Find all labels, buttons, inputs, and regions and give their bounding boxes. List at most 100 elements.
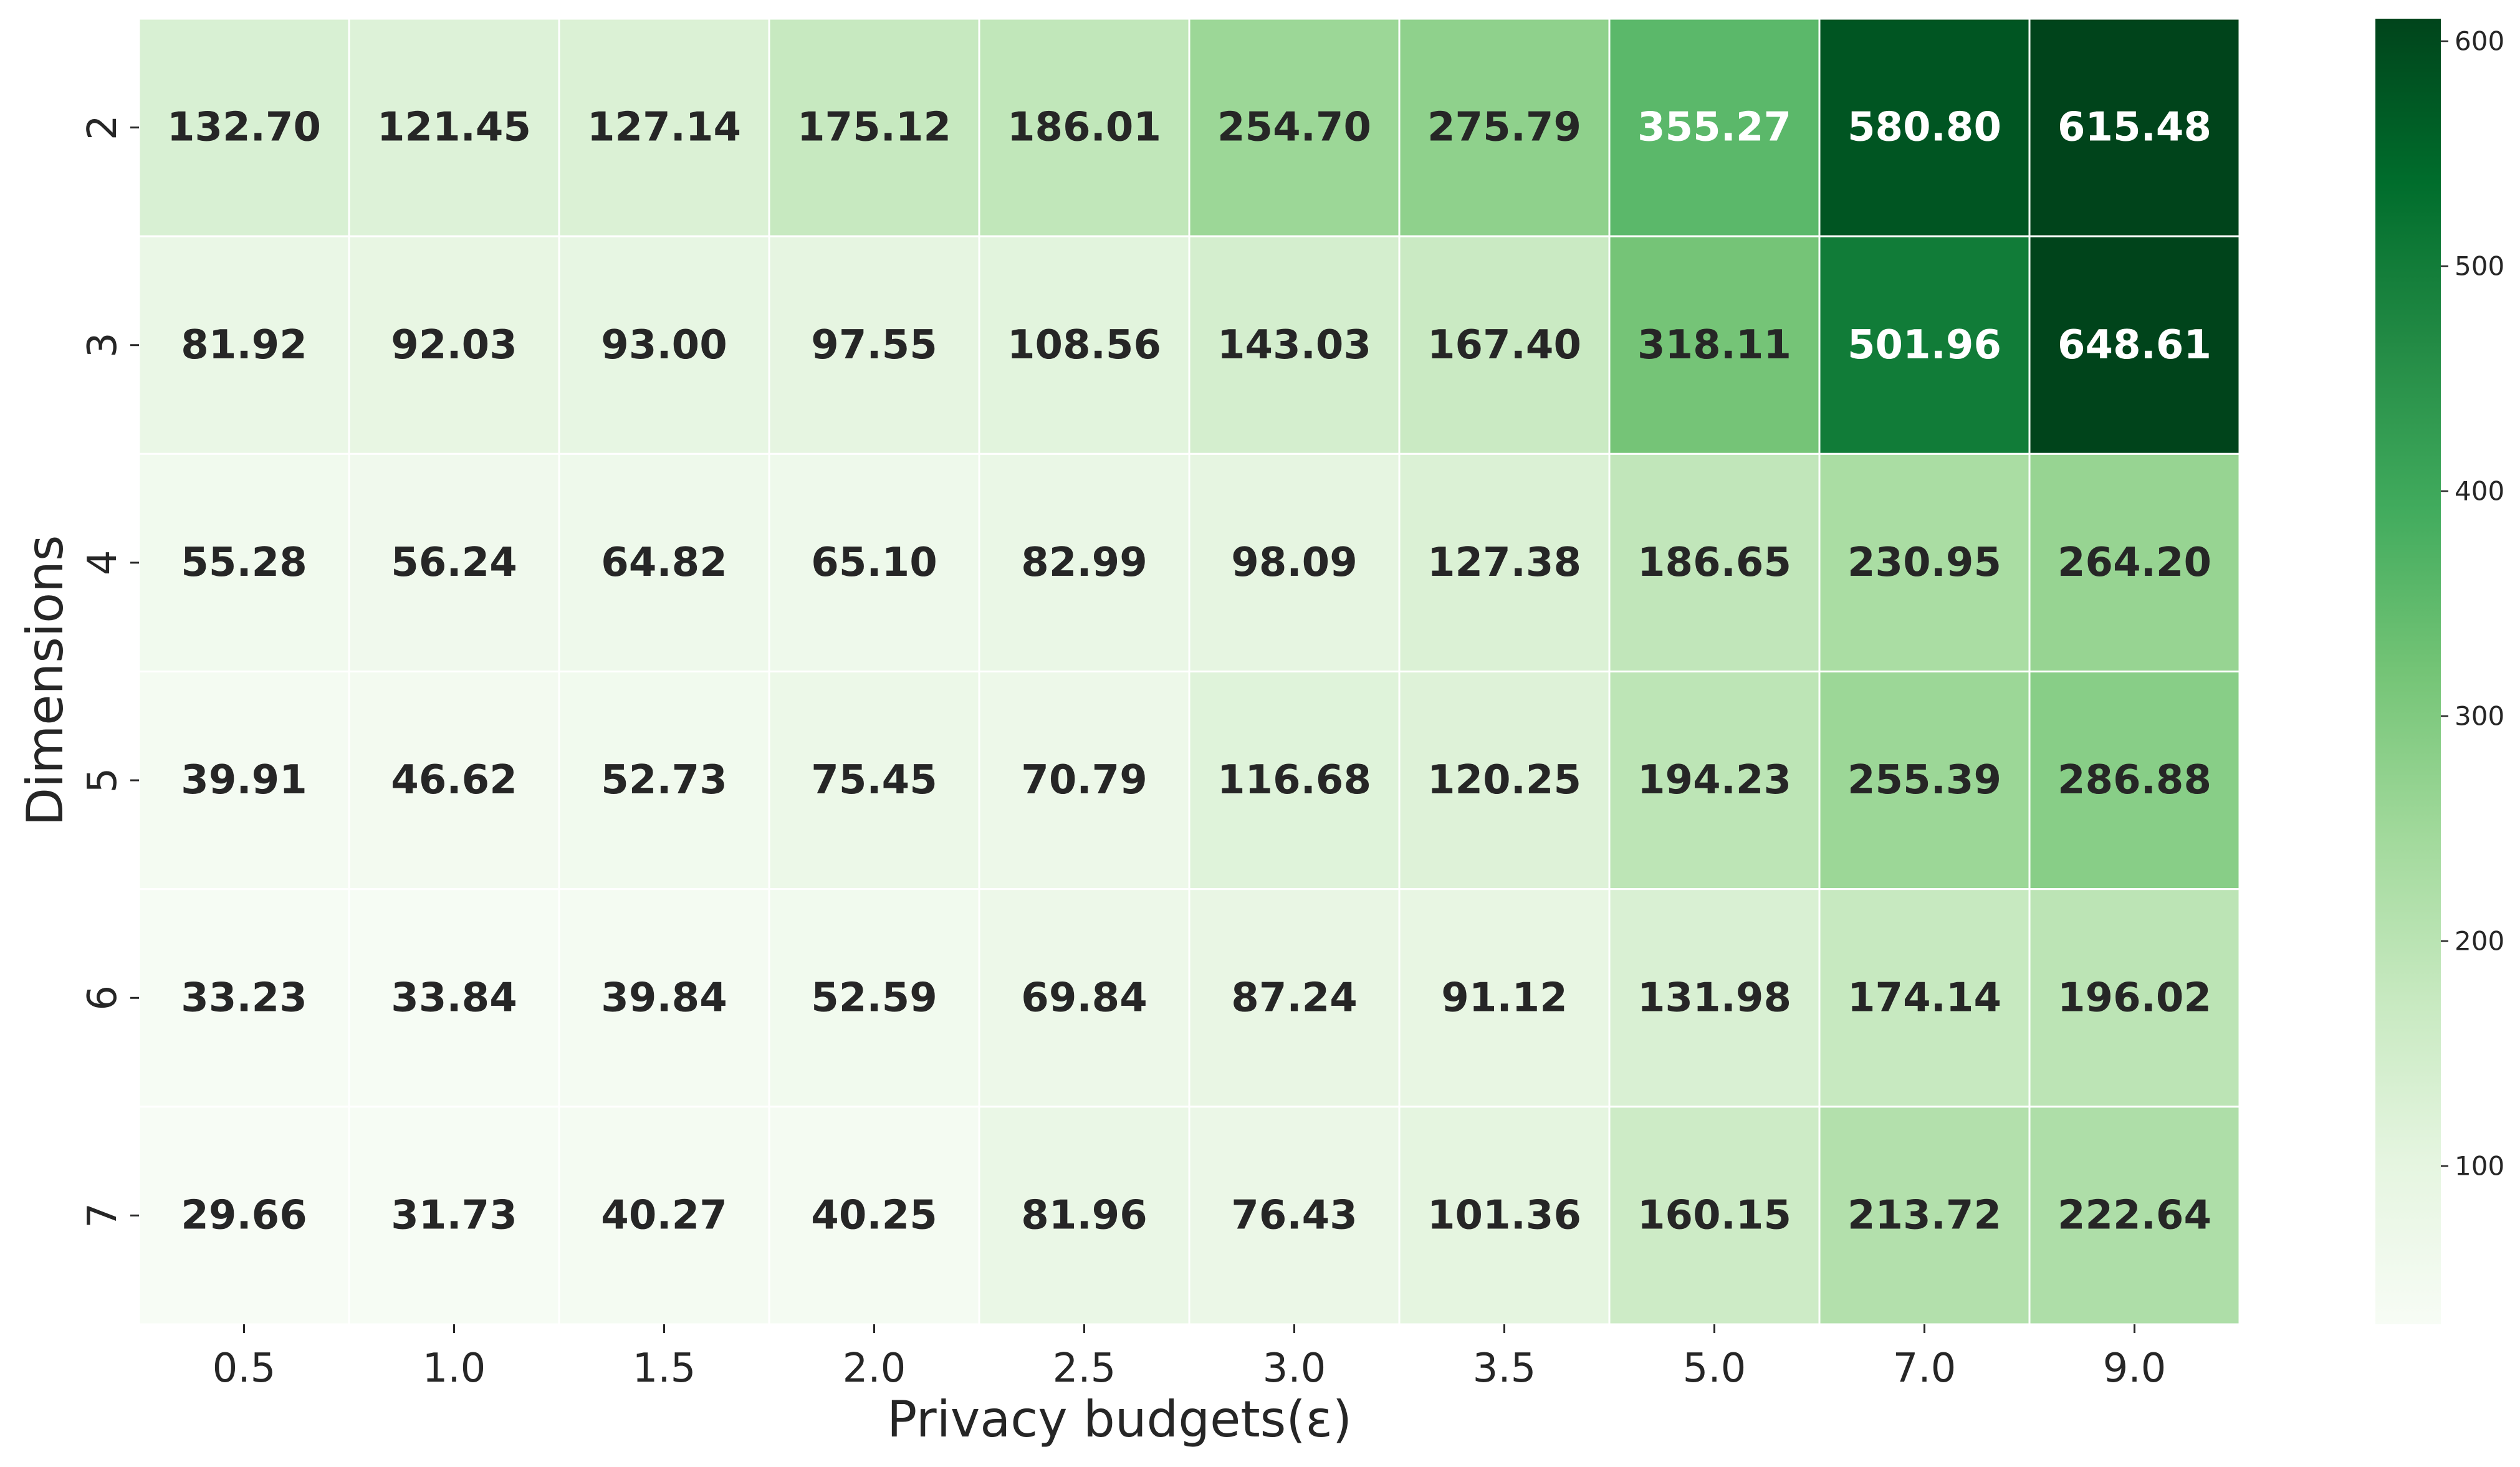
cell-value-label: 186.65	[1637, 540, 1791, 586]
cell-value-label: 81.92	[181, 322, 307, 368]
colorbar-ticks: 100 200 300 400 500 600	[2441, 26, 2504, 1182]
heatmap-cell	[1818, 1106, 2031, 1326]
cell-value-label: 121.45	[377, 105, 531, 151]
cell-value-label: 174.14	[1847, 975, 2001, 1021]
heatmap-cell	[1608, 235, 1821, 455]
heatmap-cell	[558, 888, 770, 1108]
heatmap-cell	[1188, 888, 1401, 1108]
x-tick-label: 1.5	[633, 1345, 696, 1392]
cell-value-label: 230.95	[1847, 540, 2001, 586]
cell-value-label: 93.00	[601, 322, 727, 368]
heatmap-cell	[1398, 235, 1611, 455]
cell-value-label: 31.73	[391, 1192, 517, 1238]
x-tick-label: 2.5	[1053, 1345, 1116, 1392]
heatmap-cell	[978, 235, 1191, 455]
heatmap-cell	[1398, 452, 1611, 672]
cell-value-label: 120.25	[1427, 757, 1581, 803]
heatmap-cell	[1188, 17, 1401, 237]
x-axis-label: Privacy budgets(ε)	[887, 1390, 1352, 1448]
cell-value-label: 39.91	[181, 757, 307, 803]
heatmap-cell	[978, 452, 1191, 672]
cell-value-label: 69.84	[1021, 975, 1147, 1021]
cell-value-label: 92.03	[391, 322, 517, 368]
cell-value-label: 143.03	[1217, 322, 1371, 368]
cell-value-label: 160.15	[1637, 1192, 1791, 1238]
colorbar: 100 200 300 400 500 600	[2375, 19, 2504, 1324]
heatmap-cell	[1188, 1106, 1401, 1326]
heatmap-cell	[348, 888, 560, 1108]
heatmap-cell	[978, 1106, 1191, 1326]
cell-value-label: 127.38	[1427, 540, 1581, 586]
cell-value-label: 286.88	[2058, 757, 2211, 803]
cell-value-label: 275.79	[1427, 105, 1581, 151]
heatmap-cells: 132.70 121.45 127.14 175.12 186.01 254.70 275.…	[138, 17, 2241, 1326]
cell-value-label: 213.72	[1847, 1192, 2001, 1238]
colorbar-gradient	[2375, 19, 2441, 1324]
heatmap-cell	[978, 671, 1191, 891]
x-tick-label: 7.0	[1893, 1345, 1957, 1392]
cell-value-label: 91.12	[1441, 975, 1567, 1021]
heatmap-cell	[348, 452, 560, 672]
cell-value-label: 75.45	[811, 757, 937, 803]
cell-value-label: 355.27	[1637, 105, 1791, 151]
y-tick-label: 7	[80, 1203, 126, 1228]
cell-value-label: 39.84	[601, 975, 727, 1021]
cell-value-label: 81.96	[1021, 1192, 1147, 1238]
heatmap-cell	[2028, 888, 2241, 1108]
y-tick-label: 3	[80, 332, 126, 358]
heatmap-cell	[978, 888, 1191, 1108]
cell-value-label: 56.24	[391, 540, 517, 586]
x-tick-label: 2.0	[843, 1345, 906, 1392]
heatmap-cell	[348, 235, 560, 455]
y-tick-label: 5	[80, 768, 126, 793]
y-axis-ticks: 2 3 4 5 6 7	[80, 115, 139, 1228]
y-tick-label: 4	[80, 550, 126, 576]
cell-value-label: 82.99	[1021, 540, 1147, 586]
heatmap-cell	[138, 671, 350, 891]
cell-value-label: 108.56	[1007, 322, 1161, 368]
cell-value-label: 65.10	[811, 540, 937, 586]
colorbar-tick-label: 300	[2455, 701, 2504, 732]
cell-value-label: 132.70	[167, 105, 321, 151]
heatmap-cell	[138, 1106, 350, 1326]
cell-value-label: 55.28	[181, 540, 307, 586]
colorbar-tick-label: 400	[2455, 476, 2504, 507]
cell-value-label: 615.48	[2058, 105, 2211, 151]
heatmap-cell	[2028, 17, 2241, 237]
heatmap-cell	[1188, 235, 1401, 455]
heatmap-cell	[2028, 671, 2241, 891]
cell-value-label: 40.27	[601, 1192, 727, 1238]
heatmap-cell	[558, 452, 770, 672]
cell-value-label: 52.59	[811, 975, 937, 1021]
x-tick-label: 3.5	[1473, 1345, 1536, 1392]
heatmap-cell	[1398, 671, 1611, 891]
cell-value-label: 255.39	[1847, 757, 2001, 803]
x-tick-label: 3.0	[1263, 1345, 1326, 1392]
cell-value-label: 580.80	[1847, 105, 2001, 151]
cell-value-label: 87.24	[1231, 975, 1357, 1021]
colorbar-tick-label: 100	[2455, 1151, 2504, 1182]
heatmap-cell	[2028, 235, 2241, 455]
heatmap-cell	[1188, 671, 1401, 891]
cell-value-label: 46.62	[391, 757, 517, 803]
heatmap-cell	[558, 1106, 770, 1326]
heatmap-cell	[1608, 17, 1821, 237]
heatmap-cell	[1818, 888, 2031, 1108]
cell-value-label: 254.70	[1217, 105, 1371, 151]
heatmap-cell	[1818, 235, 2031, 455]
cell-value-label: 264.20	[2058, 540, 2211, 586]
colorbar-tick-label: 500	[2455, 251, 2504, 282]
x-tick-label: 5.0	[1683, 1345, 1746, 1392]
cell-value-label: 116.68	[1217, 757, 1371, 803]
cell-value-label: 101.36	[1427, 1192, 1581, 1238]
heatmap-cell	[1608, 671, 1821, 891]
cell-value-label: 131.98	[1637, 975, 1791, 1021]
heatmap-cell	[768, 17, 980, 237]
heatmap-cell	[558, 235, 770, 455]
y-axis-label: Dimensions	[16, 535, 74, 826]
heatmap-cell	[1818, 452, 2031, 672]
x-tick-label: 9.0	[2103, 1345, 2167, 1392]
cell-value-label: 175.12	[797, 105, 951, 151]
cell-value-label: 97.55	[811, 322, 937, 368]
heatmap-cell	[2028, 452, 2241, 672]
